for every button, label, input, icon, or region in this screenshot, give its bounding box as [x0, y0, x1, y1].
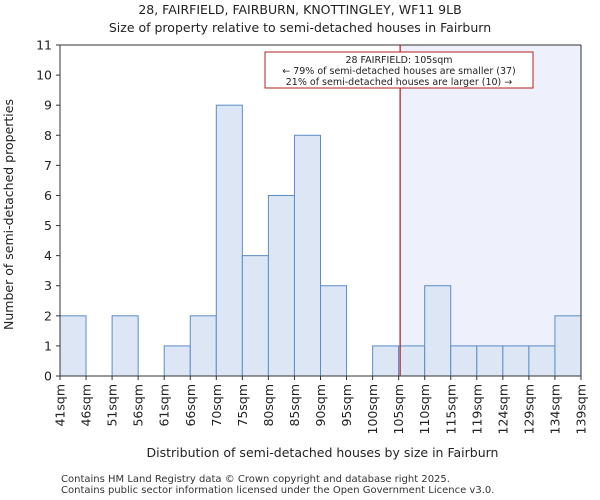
histogram-bar [450, 345, 478, 377]
y-tick-label: 2 [44, 308, 52, 323]
y-tick-label: 0 [44, 369, 52, 384]
y-tick-label: 3 [44, 278, 52, 293]
histogram-bar [163, 345, 191, 377]
x-tick-label: 56sqm [131, 384, 146, 427]
histogram-bar [59, 315, 87, 377]
y-tick-label: 11 [36, 38, 52, 53]
x-tick-label: 134sqm [547, 384, 562, 434]
histogram-bar [293, 134, 322, 377]
histogram-bar [372, 345, 400, 377]
x-tick-label: 139sqm [574, 384, 589, 434]
y-tick-label: 1 [44, 338, 52, 353]
bars-layer [59, 104, 582, 377]
y-tick-label: 10 [36, 68, 52, 83]
x-tick-label: 66sqm [183, 384, 198, 427]
annotation-layer: 28 FAIRFIELD: 105sqm← 79% of semi-detach… [264, 45, 534, 376]
histogram-chart: 0 1 2 3 4 5 6 7 8 9 10 11 41sqm 46sqm 51sqm 56sqm 61sqm 6… [1, 38, 589, 461]
y-tick-label: 7 [44, 158, 52, 173]
histogram-bar [320, 285, 348, 377]
histogram-bar [476, 345, 504, 377]
x-tick-label: 115sqm [443, 384, 458, 434]
y-tick-label: 6 [44, 188, 52, 203]
x-tick-label: 90sqm [313, 384, 328, 427]
histogram-bar [398, 345, 426, 377]
footer-copyright: Contains HM Land Registry data © Crown c… [61, 474, 450, 485]
x-tick-label: 124sqm [495, 384, 510, 434]
axes-layer: 0 1 2 3 4 5 6 7 8 9 10 11 41sqm 46sqm 51sqm 56sqm 61sqm 6… [1, 38, 589, 461]
x-tick-label: 70sqm [209, 384, 224, 427]
x-tick-label: 119sqm [469, 384, 484, 434]
annotation-line2: ← 79% of semi-detached houses are smalle… [282, 66, 516, 77]
x-tick-label: 46sqm [79, 384, 94, 427]
y-tick-label: 4 [44, 248, 52, 263]
x-tick-label: 100sqm [365, 384, 380, 434]
histogram-bar [215, 104, 243, 377]
chart-title-line1: 28, FAIRFIELD, FAIRBURN, KNOTTINGLEY, WF… [138, 2, 462, 17]
y-tick-label: 5 [44, 218, 52, 233]
histogram-bar [189, 315, 217, 377]
x-tick-label: 95sqm [339, 384, 354, 427]
x-tick-label: 129sqm [521, 384, 536, 434]
x-tick-label: 85sqm [287, 384, 302, 427]
footer-licence: Contains public sector information licen… [61, 485, 495, 496]
histogram-bar [554, 315, 582, 377]
histogram-bar [528, 345, 556, 377]
histogram-bar [424, 285, 452, 377]
histogram-bar [267, 194, 295, 377]
histogram-bar [241, 255, 269, 377]
annotation-line3: 21% of semi-detached houses are larger (… [286, 77, 513, 88]
x-tick-label: 105sqm [391, 384, 406, 434]
chart-title-line2: Size of property relative to semi-detach… [108, 20, 492, 35]
x-tick-label: 61sqm [157, 384, 172, 427]
x-tick-label: 110sqm [417, 384, 432, 434]
x-tick-label: 51sqm [105, 384, 120, 427]
y-tick-label: 9 [44, 98, 52, 113]
annotation-box [264, 51, 534, 89]
histogram-bar [111, 315, 139, 377]
y-axis-label: Number of semi-detached properties [1, 99, 16, 330]
x-tick-label: 80sqm [261, 384, 276, 427]
histogram-bar [502, 345, 530, 377]
x-tick-label: 41sqm [53, 384, 68, 427]
annotation-line1: 28 FAIRFIELD: 105sqm [345, 55, 452, 66]
x-axis-label: Distribution of semi-detached houses by … [147, 445, 499, 460]
x-tick-label: 75sqm [235, 384, 250, 427]
y-tick-label: 8 [44, 128, 52, 143]
